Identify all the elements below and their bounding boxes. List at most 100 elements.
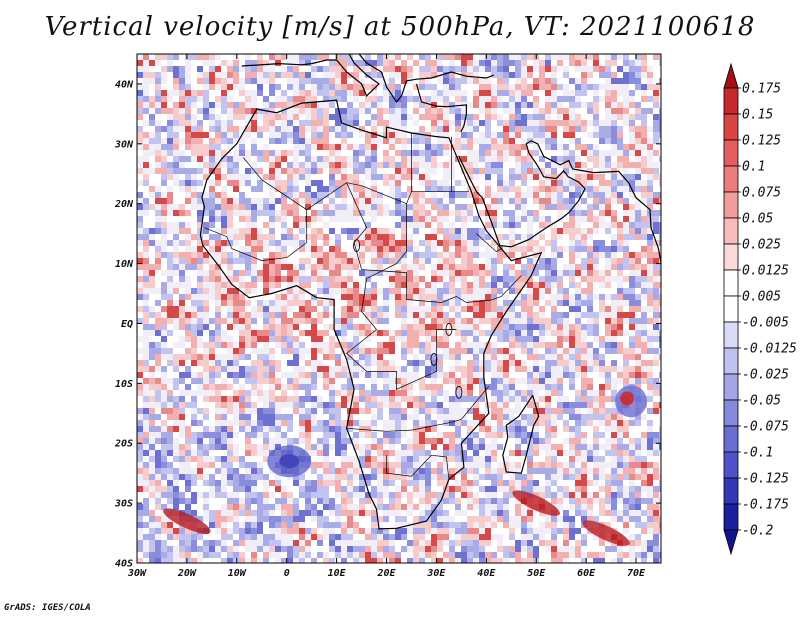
- velocity-cell: [323, 306, 330, 313]
- velocity-cell: [155, 354, 162, 361]
- velocity-cell: [257, 384, 264, 391]
- velocity-cell: [449, 162, 456, 169]
- velocity-cell: [419, 204, 426, 211]
- velocity-cell: [503, 114, 510, 121]
- velocity-cell: [143, 330, 150, 337]
- velocity-cell: [539, 354, 546, 361]
- velocity-cell: [647, 276, 654, 283]
- velocity-cell: [455, 108, 462, 115]
- velocity-cell: [281, 384, 288, 391]
- velocity-cell: [383, 120, 390, 127]
- velocity-cell: [611, 162, 618, 169]
- velocity-cell: [431, 252, 438, 259]
- velocity-cell: [215, 318, 222, 325]
- velocity-cell: [521, 120, 528, 127]
- velocity-cell: [443, 336, 450, 343]
- velocity-cell: [293, 258, 300, 265]
- velocity-cell: [491, 78, 498, 85]
- velocity-cell: [611, 312, 618, 319]
- velocity-cell: [425, 102, 432, 109]
- velocity-cell: [443, 216, 450, 223]
- velocity-cell: [137, 84, 144, 91]
- velocity-cell: [155, 276, 162, 283]
- velocity-cell: [203, 90, 210, 97]
- velocity-cell: [347, 360, 354, 367]
- velocity-cell: [443, 192, 450, 199]
- velocity-cell: [317, 222, 324, 229]
- velocity-cell: [251, 144, 258, 151]
- velocity-cell: [587, 162, 594, 169]
- velocity-cell: [329, 186, 336, 193]
- velocity-cell: [179, 234, 186, 241]
- velocity-cell: [239, 210, 246, 217]
- velocity-cell: [371, 252, 378, 259]
- velocity-cell: [521, 174, 528, 181]
- velocity-cell: [587, 210, 594, 217]
- velocity-cell: [275, 72, 282, 79]
- velocity-cell: [617, 312, 624, 319]
- velocity-cell: [263, 162, 270, 169]
- velocity-cell: [533, 180, 540, 187]
- velocity-cell: [383, 186, 390, 193]
- velocity-cell: [149, 234, 156, 241]
- velocity-cell: [581, 312, 588, 319]
- velocity-cell: [257, 162, 264, 169]
- velocity-cell: [167, 192, 174, 199]
- velocity-cell: [575, 108, 582, 115]
- velocity-cell: [251, 306, 258, 313]
- velocity-cell: [509, 114, 516, 121]
- velocity-cell: [563, 222, 570, 229]
- velocity-cell: [203, 336, 210, 343]
- velocity-cell: [575, 84, 582, 91]
- velocity-cell: [449, 84, 456, 91]
- velocity-cell: [455, 96, 462, 103]
- velocity-cell: [479, 336, 486, 343]
- velocity-cell: [413, 288, 420, 295]
- velocity-cell: [407, 204, 414, 211]
- velocity-cell: [365, 210, 372, 217]
- velocity-cell: [323, 132, 330, 139]
- velocity-cell: [209, 288, 216, 295]
- velocity-cell: [515, 90, 522, 97]
- velocity-cell: [599, 228, 606, 235]
- velocity-cell: [143, 84, 150, 91]
- velocity-cell: [641, 348, 648, 355]
- velocity-cell: [269, 252, 276, 259]
- velocity-cell: [197, 372, 204, 379]
- velocity-cell: [209, 114, 216, 121]
- velocity-cell: [485, 144, 492, 151]
- velocity-cell: [575, 330, 582, 337]
- velocity-cell: [449, 90, 456, 97]
- velocity-cell: [167, 354, 174, 361]
- velocity-cell: [629, 222, 636, 229]
- velocity-cell: [155, 96, 162, 103]
- velocity-cell: [371, 336, 378, 343]
- velocity-cell: [533, 198, 540, 205]
- velocity-cell: [371, 246, 378, 253]
- velocity-cell: [425, 78, 432, 85]
- velocity-cell: [563, 108, 570, 115]
- velocity-cell: [323, 378, 330, 385]
- velocity-cell: [149, 258, 156, 265]
- velocity-cell: [203, 144, 210, 151]
- velocity-cell: [413, 150, 420, 157]
- velocity-cell: [485, 240, 492, 247]
- velocity-cell: [413, 390, 420, 397]
- velocity-cell: [233, 348, 240, 355]
- velocity-cell: [209, 66, 216, 73]
- velocity-cell: [275, 168, 282, 175]
- velocity-cell: [185, 330, 192, 337]
- velocity-cell: [539, 336, 546, 343]
- velocity-cell: [545, 228, 552, 235]
- velocity-cell: [581, 60, 588, 67]
- velocity-cell: [227, 132, 234, 139]
- velocity-cell: [215, 222, 222, 229]
- velocity-cell: [395, 228, 402, 235]
- velocity-cell: [167, 66, 174, 73]
- velocity-cell: [443, 126, 450, 133]
- velocity-cell: [401, 234, 408, 241]
- velocity-cell: [239, 54, 246, 61]
- velocity-cell: [479, 366, 486, 373]
- velocity-cell: [533, 192, 540, 199]
- velocity-cell: [383, 288, 390, 295]
